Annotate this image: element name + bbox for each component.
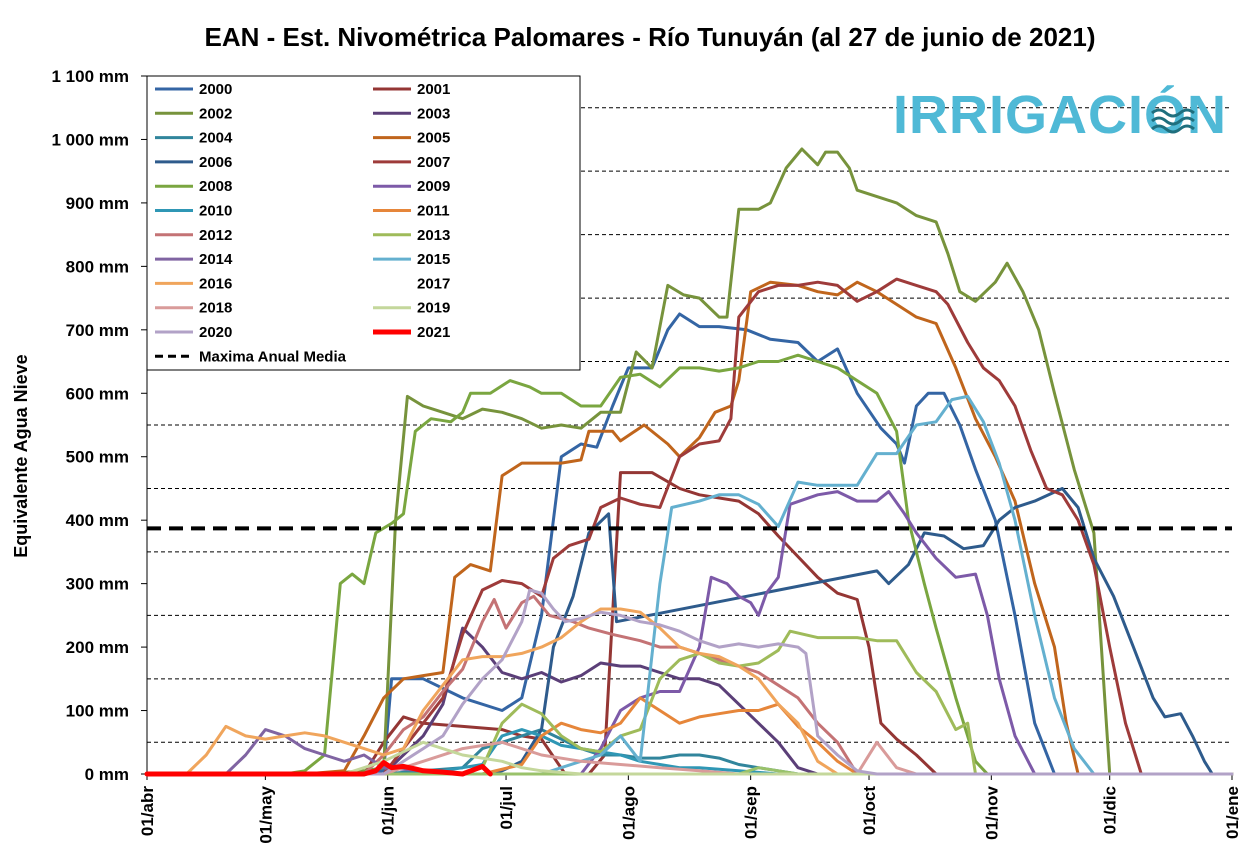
x-tick-label: 01/may	[256, 785, 275, 843]
x-tick-label: 01/ago	[619, 786, 638, 840]
logo-wave	[1151, 124, 1195, 134]
logo-wave	[1151, 116, 1195, 126]
legend-label-2012: 2012	[199, 227, 232, 244]
y-axis: 0 mm 100 mm 200 mm 300 mm 400 mm 500 mm 600 mm…	[52, 67, 148, 784]
y-tick-label: 300 mm	[66, 575, 129, 594]
legend-label-2016: 2016	[199, 275, 232, 292]
logo: IRRIGACIÓN	[893, 85, 1226, 145]
series-line-2002	[145, 147, 1234, 776]
legend-label-2004: 2004	[199, 130, 233, 147]
legend-box	[146, 75, 581, 371]
legend-label-2018: 2018	[199, 300, 232, 317]
legend-label-2005: 2005	[417, 130, 450, 147]
x-tick-label: 01/nov	[982, 785, 1001, 839]
series-line-2009	[145, 490, 1234, 776]
legend-label-2000: 2000	[199, 81, 232, 98]
y-tick-label: 800 mm	[66, 257, 129, 276]
legend-label-reference: Maxima Anual Media	[199, 348, 347, 365]
chart-title: EAN - Est. Nivométrica Palomares - Río T…	[205, 22, 1096, 52]
legend-label-2009: 2009	[417, 178, 450, 195]
x-tick-label: 01/jun	[379, 786, 398, 835]
legend-label-2007: 2007	[417, 154, 450, 171]
y-tick-label: 400 mm	[66, 511, 129, 530]
legend-label-2021: 2021	[417, 324, 450, 341]
series-line-2007	[145, 277, 1234, 776]
series-line-2008	[145, 353, 1234, 776]
legend-label-2014: 2014	[199, 251, 233, 268]
y-tick-label: 600 mm	[66, 384, 129, 403]
y-tick-label: 200 mm	[66, 638, 129, 657]
series-line-2018	[145, 740, 1234, 776]
y-tick-label: 900 mm	[66, 194, 129, 213]
x-tick-label: 01/sep	[742, 786, 761, 839]
legend-label-2017: 2017	[417, 275, 450, 292]
x-tick-label: 01/dic	[1101, 786, 1120, 834]
logo-wave	[1151, 108, 1195, 118]
x-tick-label: 01/ene	[1223, 786, 1242, 839]
series-line-2019	[145, 740, 1234, 776]
series-line-2004	[145, 728, 1234, 776]
y-tick-label: 1 000 mm	[52, 130, 130, 149]
series-line-2012	[145, 594, 1234, 776]
legend-label-2015: 2015	[417, 251, 450, 268]
y-tick-label: 0 mm	[85, 765, 129, 784]
series-line-2001	[145, 471, 1234, 776]
y-tick-label: 700 mm	[66, 321, 129, 340]
series-line-2013	[145, 629, 1234, 776]
series-line-2011	[145, 696, 1234, 776]
legend-label-2002: 2002	[199, 105, 232, 122]
legend-label-2001: 2001	[417, 81, 450, 98]
y-tick-label: 1 100 mm	[52, 67, 130, 86]
x-tick-label: 01/oct	[860, 786, 879, 835]
legend-label-2003: 2003	[417, 105, 450, 122]
series-line-2016	[145, 607, 1234, 776]
legend: 2000 2001 2002 2003 2004 2005 2006 2007 2008 2009…	[146, 75, 581, 371]
series-line-2015	[145, 394, 1234, 776]
x-tick-label: 01/abr	[138, 786, 157, 836]
series-line-2020	[145, 588, 1234, 776]
series-line-2000	[145, 312, 1234, 776]
legend-label-2010: 2010	[199, 203, 232, 220]
legend-label-2019: 2019	[417, 300, 450, 317]
legend-label-2013: 2013	[417, 227, 450, 244]
y-tick-label: 500 mm	[66, 448, 129, 467]
x-tick-label: 01/jul	[497, 786, 516, 829]
legend-label-2011: 2011	[417, 203, 450, 220]
x-axis: 01/abr 01/may 01/jun 01/jul 01/ago 01/sep 01/o…	[138, 773, 1242, 844]
legend-label-2006: 2006	[199, 154, 232, 171]
legend-label-2020: 2020	[199, 324, 232, 341]
series-lines	[144, 147, 1234, 777]
series-line-2021	[144, 760, 493, 777]
y-axis-label: Equivalente Agua Nieve	[11, 354, 31, 557]
legend-label-2008: 2008	[199, 178, 232, 195]
y-tick-label: 100 mm	[66, 702, 129, 721]
series-line-2005	[145, 280, 1234, 776]
